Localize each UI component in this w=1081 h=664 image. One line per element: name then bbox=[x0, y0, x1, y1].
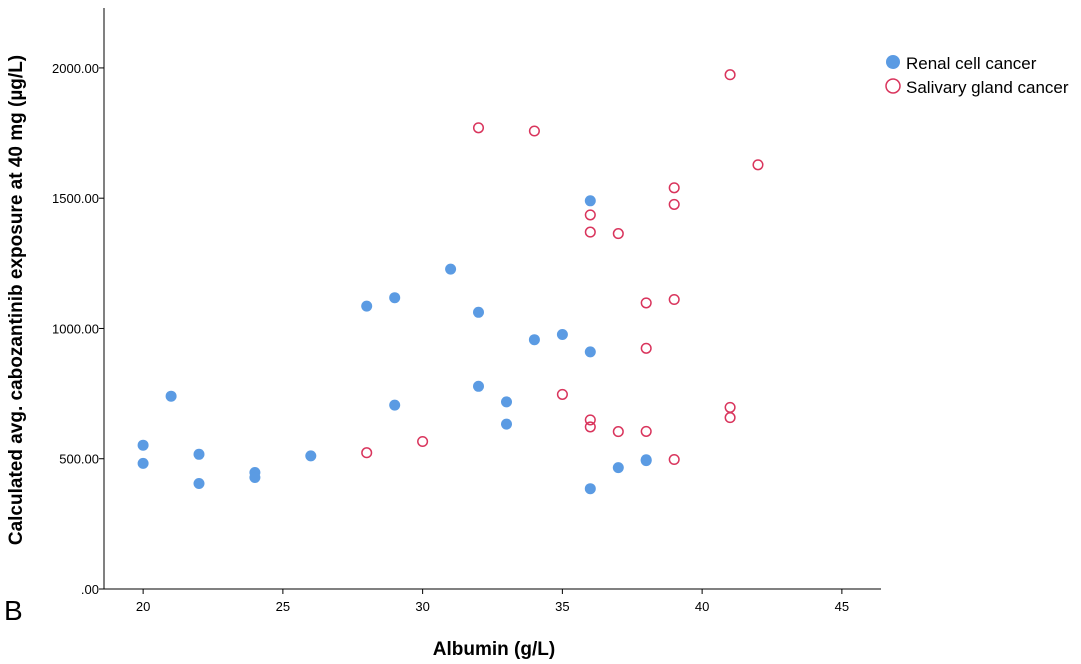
renal-cell-point bbox=[528, 334, 540, 346]
salivary-gland-point bbox=[612, 426, 624, 438]
renal-cell-point bbox=[445, 263, 457, 275]
renal-cell-point bbox=[137, 457, 149, 469]
renal-cell-point bbox=[501, 396, 512, 408]
salivary-gland-point bbox=[361, 447, 373, 459]
y-tick-label: 1500.00 bbox=[52, 191, 99, 206]
x-tick-label: 20 bbox=[136, 599, 150, 614]
legend-label-renal: Renal cell cancer bbox=[906, 54, 1037, 73]
renal-cell-point bbox=[473, 306, 484, 318]
plot-area: 20 25 30 35 40 45 .00 500.00 1000.00 1500.00 2000… bbox=[52, 8, 881, 614]
renal-cell-point bbox=[584, 346, 596, 358]
salivary-gland-point bbox=[640, 342, 652, 354]
renal-cell-point bbox=[612, 462, 624, 474]
x-tick-label: 40 bbox=[695, 599, 709, 614]
data-points bbox=[137, 69, 764, 495]
legend: Renal cell cancer Salivary gland cancer bbox=[885, 54, 1069, 97]
y-tick-label: 1000.00 bbox=[52, 321, 99, 336]
renal-cell-point bbox=[473, 380, 484, 392]
salivary-gland-point bbox=[640, 425, 652, 437]
salivary-gland-point bbox=[528, 125, 540, 137]
renal-cell-point bbox=[389, 399, 401, 411]
renal-cell-point bbox=[137, 439, 149, 451]
legend-label-salivary: Salivary gland cancer bbox=[906, 78, 1069, 97]
y-axis-ticks: .00 500.00 1000.00 1500.00 2000.00 bbox=[52, 61, 104, 597]
salivary-gland-point bbox=[472, 122, 485, 134]
x-axis-ticks: 20 25 30 35 40 45 bbox=[136, 589, 849, 614]
legend-marker-renal bbox=[886, 55, 900, 69]
salivary-gland-point bbox=[612, 228, 624, 240]
salivary-gland-point bbox=[417, 435, 429, 448]
salivary-gland-point bbox=[668, 182, 680, 194]
salivary-gland-point bbox=[584, 226, 596, 238]
panel-label: B bbox=[4, 595, 23, 626]
salivary-gland-point bbox=[584, 414, 596, 426]
y-tick-label: .00 bbox=[81, 582, 99, 597]
renal-cell-point bbox=[584, 483, 596, 495]
salivary-gland-point bbox=[556, 388, 568, 400]
renal-cell-point bbox=[584, 195, 596, 207]
y-tick-label: 500.00 bbox=[59, 452, 99, 467]
salivary-gland-point bbox=[724, 412, 736, 424]
legend-marker-salivary bbox=[885, 78, 901, 94]
renal-cell-point bbox=[249, 472, 261, 483]
renal-cell-point bbox=[305, 450, 317, 462]
y-tick-label: 2000.00 bbox=[52, 61, 99, 76]
x-tick-label: 25 bbox=[276, 599, 290, 614]
salivary-gland-point bbox=[640, 297, 652, 309]
renal-cell-point bbox=[165, 390, 177, 402]
x-tick-label: 35 bbox=[555, 599, 569, 614]
renal-cell-point bbox=[556, 329, 568, 340]
renal-cell-point bbox=[193, 478, 205, 489]
renal-cell-point bbox=[640, 455, 652, 467]
x-tick-label: 45 bbox=[835, 599, 849, 614]
salivary-gland-point bbox=[668, 198, 680, 210]
renal-cell-point bbox=[193, 448, 205, 460]
salivary-gland-point bbox=[724, 69, 736, 81]
salivary-gland-point bbox=[752, 159, 764, 171]
y-axis-title: Calculated avg. cabozantinib exposure at… bbox=[6, 55, 27, 545]
x-tick-label: 30 bbox=[415, 599, 429, 614]
renal-cell-point bbox=[361, 300, 373, 312]
salivary-gland-point bbox=[584, 421, 596, 433]
salivary-gland-point bbox=[724, 401, 736, 413]
renal-cell-point bbox=[501, 418, 512, 430]
salivary-gland-point bbox=[668, 453, 680, 466]
salivary-gland-point bbox=[584, 209, 596, 221]
salivary-gland-point bbox=[668, 293, 680, 306]
x-axis-title: Albumin (g/L) bbox=[433, 639, 555, 660]
renal-cell-point bbox=[389, 292, 401, 304]
